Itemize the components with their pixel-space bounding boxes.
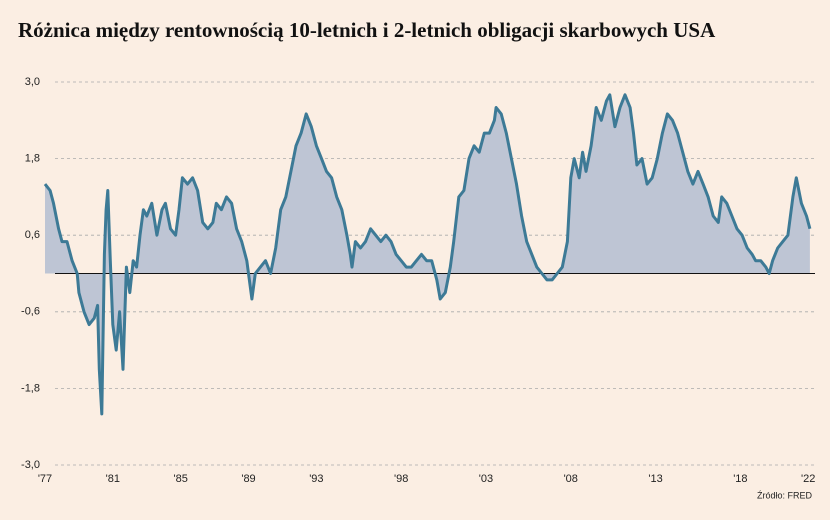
x-tick-label: '89 [241,473,255,485]
x-tick-label: '93 [309,473,323,485]
y-tick-label: -0,6 [21,306,40,318]
x-tick-label: '13 [648,473,662,485]
x-tick-label: '22 [801,473,815,485]
x-tick-label: '85 [174,473,188,485]
y-tick-label: 0,6 [25,229,40,241]
x-tick-label: '18 [733,473,747,485]
y-tick-label: 1,8 [25,153,40,165]
area [45,94,810,414]
source: Źródło: FRED [757,490,813,500]
line [43,93,812,416]
x-tick-label: '98 [394,473,408,485]
x-tick-label: '08 [564,473,578,485]
chart-title: Różnica między rentownością 10-letnich i… [18,18,716,42]
x-tick-label: '81 [106,473,120,485]
x-tick-label: '03 [479,473,493,485]
y-tick-label: -3,0 [21,459,40,471]
y-tick-label: -1,8 [21,382,40,394]
y-tick-label: 3,0 [25,76,40,88]
x-tick-label: '77 [38,473,52,485]
